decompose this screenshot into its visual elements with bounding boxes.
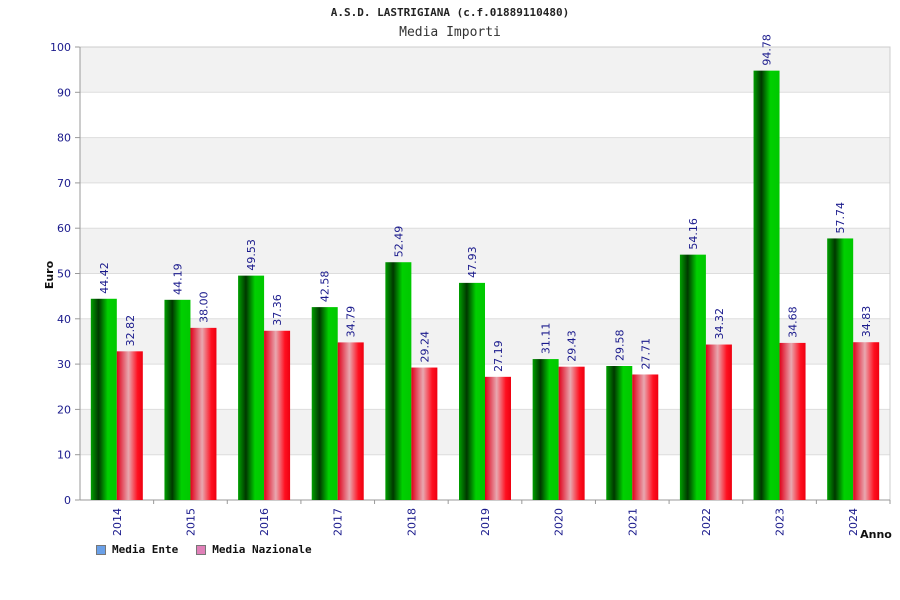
data-label: 27.19 <box>492 340 505 372</box>
bar-media-nazionale <box>337 342 364 500</box>
x-tick-label: 2021 <box>626 508 639 536</box>
legend-swatch-media-nazionale <box>196 544 207 555</box>
y-tick-label: 80 <box>57 132 71 145</box>
data-label: 42.58 <box>319 271 332 303</box>
bar-media-ente <box>90 298 117 500</box>
bar-media-ente <box>532 359 559 500</box>
x-tick-label: 2022 <box>700 508 713 536</box>
data-label: 29.24 <box>418 331 431 363</box>
bar-media-nazionale <box>853 342 880 500</box>
bar-media-ente <box>459 282 485 500</box>
bar-media-ente <box>164 299 191 500</box>
data-label: 44.42 <box>98 262 111 294</box>
chart-title: A.S.D. LASTRIGIANA (c.f.01889110480) <box>330 6 570 19</box>
legend-label: Media Nazionale <box>212 543 312 556</box>
data-label: 31.11 <box>540 323 553 355</box>
data-label: 34.79 <box>345 306 358 338</box>
data-label: 57.74 <box>834 202 847 234</box>
x-tick-label: 2014 <box>111 508 124 536</box>
x-tick-label: 2019 <box>479 508 492 536</box>
data-label: 37.36 <box>271 294 284 326</box>
x-tick-label: 2015 <box>184 508 197 536</box>
bar-media-nazionale <box>632 374 659 500</box>
bar-media-ente <box>827 238 854 500</box>
bar-media-ente <box>385 262 412 500</box>
data-label: 29.43 <box>566 330 579 362</box>
bar-media-nazionale <box>485 376 511 500</box>
y-tick-label: 10 <box>57 449 71 462</box>
legend-label: Media Ente <box>112 543 179 556</box>
x-tick-label: 2018 <box>405 508 418 536</box>
y-tick-label: 20 <box>57 403 71 416</box>
data-label: 34.32 <box>713 308 726 340</box>
x-tick-label: 2020 <box>553 508 566 536</box>
data-label: 44.19 <box>171 263 184 295</box>
y-tick-label: 30 <box>57 358 71 371</box>
y-tick-label: 60 <box>57 222 71 235</box>
data-label: 27.71 <box>639 338 652 370</box>
y-tick-label: 90 <box>57 86 71 99</box>
y-tick-label: 50 <box>57 268 71 281</box>
data-label: 34.68 <box>787 306 800 338</box>
bar-media-nazionale <box>411 367 438 500</box>
x-axis-label: Anno <box>860 528 892 541</box>
x-tick-label: 2016 <box>258 508 271 536</box>
y-axis-label: Euro <box>43 260 56 289</box>
bar-media-ente <box>679 254 706 500</box>
legend-item-media-nazionale: Media Nazionale <box>196 543 312 556</box>
data-label: 47.93 <box>466 246 479 278</box>
y-tick-label: 40 <box>57 313 71 326</box>
legend-swatch-media-ente <box>96 544 106 555</box>
bar-media-ente <box>238 275 265 500</box>
y-tick-label: 0 <box>64 494 71 507</box>
y-tick-label: 100 <box>50 41 71 54</box>
data-label: 94.78 <box>761 34 774 66</box>
bar-media-nazionale <box>558 366 585 500</box>
bar-media-nazionale <box>116 351 143 500</box>
x-tick-label: 2023 <box>774 508 787 536</box>
bar-media-nazionale <box>779 342 806 500</box>
data-label: 38.00 <box>197 291 210 323</box>
data-label: 29.58 <box>613 330 626 362</box>
data-label: 54.16 <box>687 218 700 250</box>
legend-item-media-ente: Media Ente <box>96 543 178 556</box>
data-label: 34.83 <box>860 306 873 338</box>
chart-subtitle: Media Importi <box>399 25 501 40</box>
bar-media-ente <box>311 307 338 500</box>
bar-media-ente <box>753 70 780 500</box>
data-label: 49.53 <box>245 239 258 271</box>
x-tick-label: 2024 <box>847 508 860 536</box>
legend: Media Ente Media Nazionale <box>96 543 312 556</box>
data-label: 32.82 <box>124 315 137 347</box>
bar-media-ente <box>606 366 633 500</box>
bar-media-nazionale <box>705 344 732 500</box>
x-tick-label: 2017 <box>332 508 345 536</box>
data-label: 52.49 <box>392 226 405 258</box>
y-tick-label: 70 <box>57 177 71 190</box>
bar-media-nazionale <box>264 330 291 500</box>
bar-media-nazionale <box>190 327 217 500</box>
